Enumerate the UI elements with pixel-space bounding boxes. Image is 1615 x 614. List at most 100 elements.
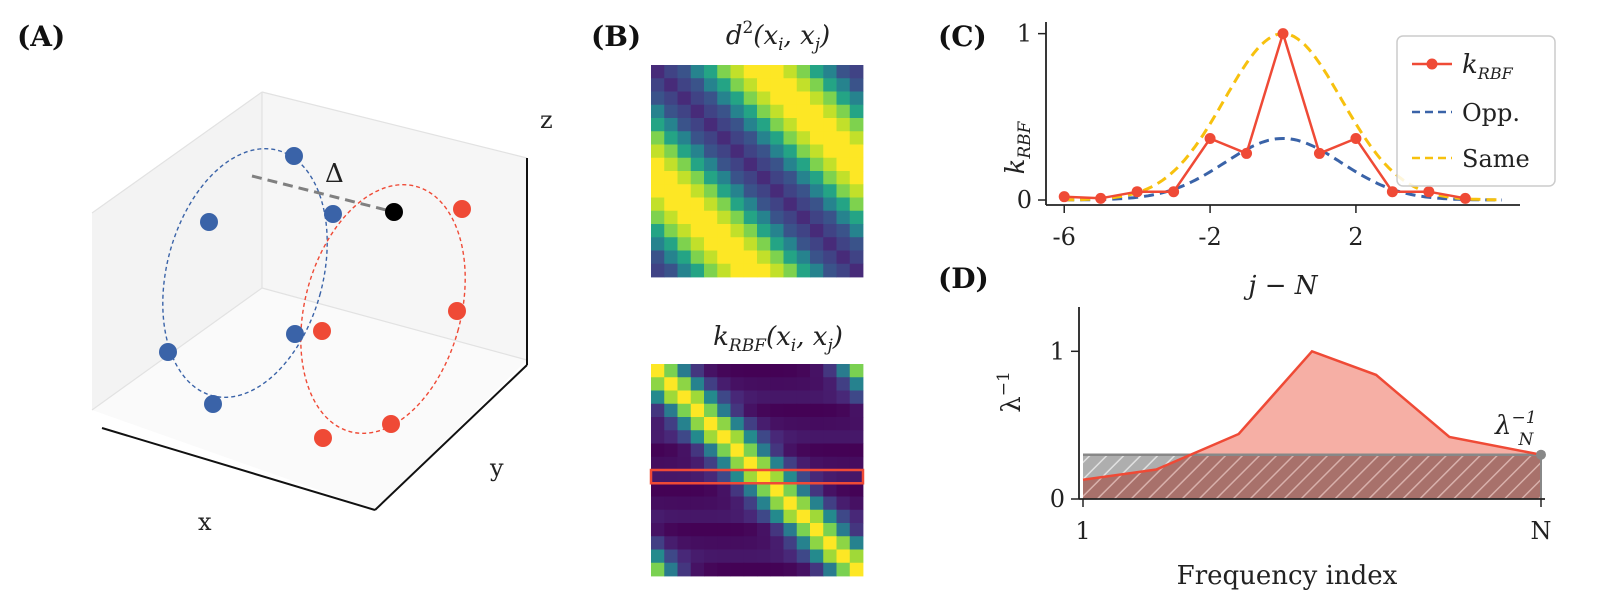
- heatmap-cell: [743, 562, 758, 577]
- heatmap-cell: [796, 443, 811, 458]
- heatmap-cell: [717, 263, 731, 278]
- heatmap-cell: [849, 157, 864, 172]
- heatmap-cell: [664, 91, 678, 106]
- heatmap-cell: [651, 430, 665, 444]
- heatmap-cell: [730, 250, 745, 265]
- data-point: [1241, 147, 1253, 159]
- heatmap-cell: [796, 237, 811, 251]
- heatmap-cell: [770, 549, 784, 564]
- heatmap-cell: [730, 263, 745, 278]
- heatmap-cell: [796, 210, 811, 225]
- heatmap-cell: [849, 549, 864, 564]
- heatmap-cell: [704, 483, 718, 497]
- heatmap-cell: [770, 91, 784, 106]
- heatmap-cell: [690, 483, 705, 497]
- heatmap-cell: [770, 509, 784, 524]
- panel-d-area-chart: 1 N01 Frequency index λ−1 λ−1 N: [994, 307, 1552, 591]
- heatmap-cell: [704, 496, 718, 511]
- heatmap-cell: [730, 377, 745, 391]
- heatmap-cell: [651, 118, 665, 132]
- heatmap-cell: [823, 197, 837, 212]
- heatmap-cell: [704, 131, 718, 145]
- heatmap-cell: [810, 496, 824, 511]
- heatmap-cell: [770, 456, 784, 471]
- heatmap-cell: [810, 509, 824, 524]
- data-point: [1350, 132, 1362, 144]
- heatmap-cell: [730, 197, 745, 212]
- heatmap-cell: [717, 483, 731, 497]
- heatmap-cell: [783, 65, 798, 79]
- heatmap-cell: [770, 523, 784, 537]
- heatmap-cell: [677, 171, 692, 185]
- delta-line: [251, 174, 395, 214]
- heatmap-cell: [651, 78, 665, 92]
- heatmap-cell: [757, 377, 771, 391]
- heatmap-cell: [690, 224, 705, 238]
- heatmap-cell: [757, 104, 771, 119]
- heatmap-cell: [757, 403, 771, 418]
- heatmap-cell: [704, 456, 718, 471]
- heatmap-cell: [743, 496, 758, 511]
- heatmap-cell: [730, 184, 745, 198]
- heatmap-cell: [651, 237, 665, 251]
- heatmap-cell: [836, 403, 851, 418]
- legend-label-opp: Opp.: [1462, 99, 1520, 127]
- heatmap-cell: [677, 562, 692, 577]
- c-x-tick-label: -6: [1053, 223, 1076, 251]
- heatmap-cell: [677, 496, 692, 511]
- heatmap-cell: [664, 377, 678, 391]
- heatmap-cell: [664, 549, 678, 564]
- heatmap-cell: [690, 210, 705, 225]
- heatmap-cell: [796, 224, 811, 238]
- heatmap-cell: [770, 144, 784, 159]
- heatmap-cell: [823, 91, 837, 106]
- heatmap-cell: [730, 390, 745, 405]
- heatmap-cell: [704, 377, 718, 391]
- heatmap-cell: [717, 65, 731, 79]
- heatmap-cell: [783, 91, 798, 106]
- heatmap-cell: [757, 210, 771, 225]
- heatmap-cell: [836, 210, 851, 225]
- panel-a-3d-plot: x y z Δ: [91, 91, 553, 536]
- heatmap-cell: [704, 157, 718, 172]
- heatmap-cell: [796, 456, 811, 471]
- heatmap-cell: [810, 263, 824, 278]
- heatmap-cell: [677, 549, 692, 564]
- heatmap-cell: [743, 157, 758, 172]
- heatmap-top-title: d2(xi, xj): [726, 18, 830, 55]
- heatmap-cell: [690, 390, 705, 405]
- heatmap-cell: [757, 430, 771, 444]
- heatmap-cell: [677, 65, 692, 79]
- heatmap-cell: [743, 210, 758, 225]
- heatmap-cell: [770, 184, 784, 198]
- data-point: [1095, 192, 1107, 204]
- heatmap-cell: [730, 549, 745, 564]
- heatmap-cell: [730, 364, 745, 378]
- heatmap-cell: [704, 549, 718, 564]
- heatmap-cell: [849, 483, 864, 497]
- heatmap-cell: [677, 483, 692, 497]
- heatmap-cell: [730, 210, 745, 225]
- heatmap-cell: [690, 118, 705, 132]
- heatmap-cell: [664, 184, 678, 198]
- heatmap-cell: [836, 364, 851, 378]
- heatmap-cell: [690, 417, 705, 431]
- heatmap-cell: [836, 263, 851, 278]
- heatmap-cell: [730, 144, 745, 159]
- heatmap-cell: [664, 237, 678, 251]
- heatmap-cell: [796, 470, 811, 484]
- axis-x-label: x: [198, 508, 212, 536]
- heatmap-cell: [757, 237, 771, 251]
- heatmap-cell: [677, 144, 692, 159]
- red-point: [313, 322, 331, 340]
- heatmap-cell: [743, 250, 758, 265]
- heatmap-cell: [651, 65, 665, 79]
- d-xlabel: Frequency index: [1177, 561, 1398, 591]
- heatmap-cell: [690, 237, 705, 251]
- heatmap-cell: [796, 523, 811, 537]
- heatmap-cell: [717, 390, 731, 405]
- heatmap-cell: [783, 417, 798, 431]
- heatmap-cell: [743, 456, 758, 471]
- heatmap-cell: [651, 131, 665, 145]
- heatmap-cell: [743, 224, 758, 238]
